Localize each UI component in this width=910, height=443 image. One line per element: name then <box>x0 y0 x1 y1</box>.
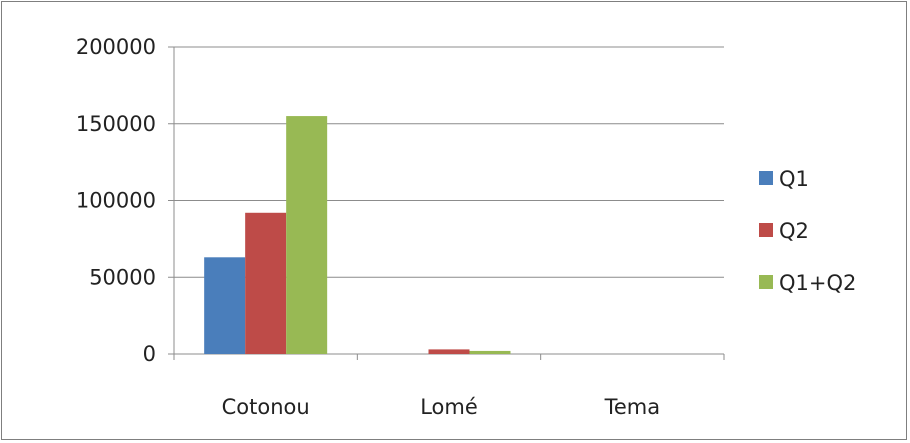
bar-q2-1 <box>428 349 470 354</box>
y-tick-label: 200000 <box>76 35 156 59</box>
legend-swatch-q2 <box>759 223 773 237</box>
legend-swatch-q1-q2 <box>759 275 773 289</box>
legend-label: Q1+Q2 <box>779 271 856 295</box>
y-tick-label: 150000 <box>76 112 156 136</box>
legend-label: Q2 <box>779 219 809 243</box>
bar-q2-0 <box>245 212 287 354</box>
x-category-label: Lomé <box>420 395 478 419</box>
x-category-label: Cotonou <box>222 395 310 419</box>
bar-q1-0 <box>204 257 246 354</box>
bar-q1-q2-0 <box>286 116 328 354</box>
legend-swatch-q1 <box>759 171 773 185</box>
x-category-label: Tema <box>604 395 661 419</box>
y-tick-label: 0 <box>143 342 156 366</box>
y-tick-label: 50000 <box>89 265 156 289</box>
y-tick-label: 100000 <box>76 189 156 213</box>
legend-label: Q1 <box>779 167 809 191</box>
bar-q1-q2-1 <box>469 350 511 354</box>
